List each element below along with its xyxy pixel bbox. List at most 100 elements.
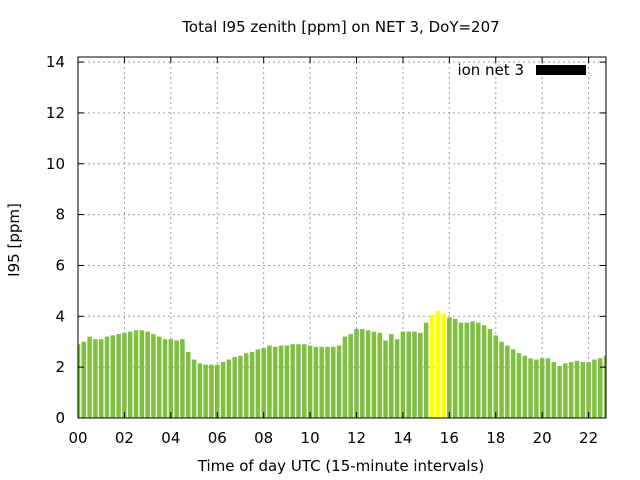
bar xyxy=(261,348,266,418)
bar xyxy=(331,346,336,418)
bar xyxy=(267,345,272,418)
bar xyxy=(394,339,400,418)
bar xyxy=(104,336,110,418)
bar xyxy=(238,355,243,418)
bar xyxy=(522,355,528,418)
bar xyxy=(226,359,232,418)
bar xyxy=(597,358,603,418)
bar xyxy=(87,336,92,418)
bar xyxy=(325,346,330,418)
bar xyxy=(371,331,377,418)
legend-swatch xyxy=(536,65,586,75)
bar xyxy=(214,364,220,418)
y-tick-label: 10 xyxy=(46,155,65,173)
bar xyxy=(412,331,417,418)
bar xyxy=(296,344,301,418)
bar xyxy=(360,329,365,418)
bar xyxy=(302,344,307,418)
bar xyxy=(93,339,98,418)
bar xyxy=(78,344,81,418)
bar xyxy=(180,339,185,418)
legend: ion net 3 xyxy=(457,61,586,79)
y-tick-label: 8 xyxy=(55,206,65,224)
x-tick-label: 08 xyxy=(254,429,273,447)
y-axis-label: I95 [ppm] xyxy=(5,203,23,277)
bar xyxy=(354,329,359,418)
legend-label: ion net 3 xyxy=(457,61,524,79)
y-tick-label: 2 xyxy=(55,358,65,376)
y-tick-label: 6 xyxy=(55,256,65,274)
bar xyxy=(174,340,179,418)
x-axis-label: Time of day UTC (15-minute intervals) xyxy=(197,457,484,475)
bar xyxy=(365,330,371,418)
bar xyxy=(98,339,104,418)
bar xyxy=(244,353,249,418)
bar xyxy=(447,317,452,418)
bar xyxy=(423,322,429,418)
bar xyxy=(493,335,499,418)
bar xyxy=(458,322,464,418)
bar xyxy=(516,353,522,418)
bar xyxy=(348,334,353,418)
x-tick-label: 04 xyxy=(161,429,180,447)
bar xyxy=(574,360,580,418)
bar xyxy=(185,351,191,418)
bar xyxy=(406,331,411,418)
bar xyxy=(487,329,493,418)
bar xyxy=(220,362,226,418)
bar xyxy=(418,332,423,418)
x-tick-label: 06 xyxy=(208,429,227,447)
bar xyxy=(284,345,290,418)
bar xyxy=(505,345,510,418)
bar xyxy=(464,322,470,418)
bar xyxy=(400,331,406,418)
x-tick-label: 16 xyxy=(440,429,459,447)
bar xyxy=(290,344,295,418)
bar xyxy=(232,356,237,418)
bar xyxy=(151,334,156,418)
bar xyxy=(499,341,504,418)
chart-title: Total I95 zenith [ppm] on NET 3, DoY=207 xyxy=(181,18,499,36)
bar xyxy=(534,359,539,418)
bar xyxy=(545,358,551,418)
bar xyxy=(191,359,197,418)
bar xyxy=(273,346,278,418)
x-tick-label: 18 xyxy=(486,429,505,447)
bar xyxy=(586,362,591,418)
plot-frame xyxy=(77,56,607,419)
bar xyxy=(319,346,324,418)
bar xyxy=(203,364,208,418)
bar xyxy=(603,355,606,418)
bar xyxy=(255,349,261,418)
bar xyxy=(580,362,586,418)
bar xyxy=(452,318,458,418)
bar-highlighted xyxy=(435,311,440,418)
y-tick-label: 12 xyxy=(46,104,65,122)
bar xyxy=(563,363,568,418)
y-tick-label: 14 xyxy=(46,53,65,71)
bar xyxy=(557,365,562,418)
bar xyxy=(551,362,557,418)
bar xyxy=(162,339,168,418)
bar xyxy=(168,339,174,418)
bar xyxy=(383,340,388,418)
bar xyxy=(122,332,127,418)
bar xyxy=(389,334,394,418)
y-tick-label: 4 xyxy=(55,307,65,325)
bar xyxy=(197,363,203,418)
x-tick-label: 10 xyxy=(301,429,320,447)
bar xyxy=(110,335,116,418)
x-tick-label: 20 xyxy=(533,429,552,447)
bar xyxy=(476,322,481,418)
y-tick-label: 0 xyxy=(55,409,65,427)
bar xyxy=(81,341,87,418)
bar xyxy=(307,345,313,418)
bar-highlighted xyxy=(441,313,446,418)
bar xyxy=(278,345,284,418)
bars xyxy=(78,311,606,418)
bar xyxy=(127,331,133,418)
x-tick-label: 14 xyxy=(393,429,412,447)
bar xyxy=(133,330,139,418)
